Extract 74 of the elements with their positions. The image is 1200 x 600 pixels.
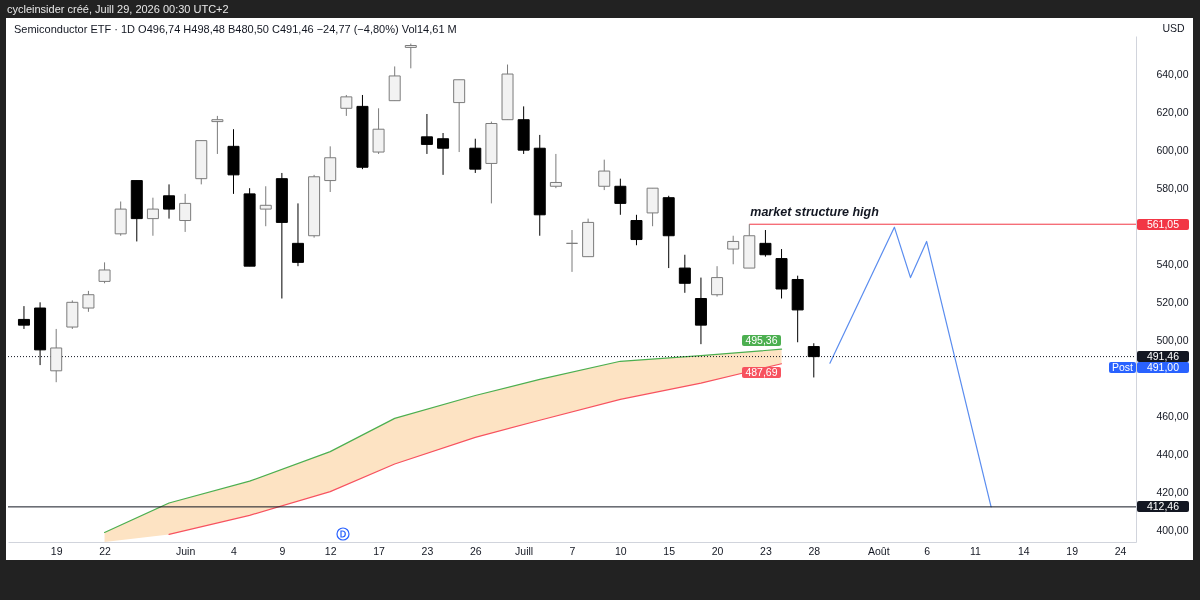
x-tick-label: 23 [760,544,772,557]
y-tick-label: 520,00 [1156,295,1189,308]
y-tick-label: 440,00 [1156,448,1189,460]
x-tick-label: Août [867,544,890,557]
x-tick-label: 19 [1066,544,1079,557]
candlestick [50,328,63,383]
data-label: 495,36 [742,334,781,347]
candlestick [163,183,176,220]
text: cycleinsider créé, Juill 29, 2026 00:30 UTC+2 [7,3,229,15]
x-tick-label: 7 [569,544,576,557]
line-series [168,363,783,535]
y-tick-label: 600,00 [1156,143,1189,156]
y-tick-label: 620,00 [1156,105,1189,118]
candlestick [146,197,159,237]
y-axis-title: USD [1162,21,1185,34]
x-tick-label: Juin [176,544,196,557]
candlestick [453,79,466,153]
candlestick [211,115,224,155]
x-tick-label: 20 [711,544,724,557]
candlestick [727,235,740,265]
chart-title: Semiconductor ETF · 1D O496,74 H498,48 B480,50 C491,46 −24,77 (−4,80%) Vol14,61 M [14,23,457,35]
candlestick [630,214,643,246]
x-tick-label: 28 [808,544,821,557]
data-label: 487,69 [742,365,781,378]
candlestick [17,305,30,330]
line-series [829,226,992,508]
candlestick [324,145,337,193]
x-tick-label: 22 [99,544,112,557]
candlestick [340,94,353,117]
y-tick-label: 640,00 [1156,67,1189,80]
x-tick-label: 26 [469,544,482,557]
annotation: Post [1108,361,1136,374]
candlestick [614,178,627,216]
y-tick-label: 540,00 [1156,257,1189,270]
candlestick [82,290,95,313]
candlestick [807,342,820,378]
x-tick-label: Juill [515,544,534,557]
ref-line-label: 491,46 [1137,350,1189,363]
y-tick-label: 460,00 [1156,409,1189,422]
candlestick [469,138,482,174]
ref-line-label: 412,46 [1137,500,1189,513]
candlestick [372,107,385,155]
y-tick-label: 580,00 [1156,181,1189,194]
candlestick [404,43,417,69]
x-tick-label: 9 [279,544,286,557]
candlestick [420,113,433,155]
x-tick-label: 14 [1017,544,1030,557]
x-tick-label: 10 [615,544,627,557]
candlestick [759,229,772,258]
candlestick [598,159,611,191]
candlestick [437,132,450,176]
y-tick-label: 400,00 [1156,524,1189,537]
x-tick-label: 4 [231,544,238,557]
x-tick-label: 11 [970,544,982,557]
candlestick [711,265,724,298]
x-tick-label: 12 [324,544,337,557]
x-tick-label: 17 [373,544,386,557]
candlestick [678,254,691,294]
y-tick-label: 500,00 [1156,333,1189,346]
annotation: market structure high [750,205,880,220]
candlestick [566,229,578,273]
candlestick [179,193,192,233]
x-tick-label: 15 [663,544,676,557]
candlestick [549,153,562,189]
text: 491,00 [1137,361,1189,374]
x-tick-label: 6 [924,544,931,557]
x-tick-label: 19 [50,544,63,557]
candlestick [291,202,304,267]
x-tick-label: 24 [1114,544,1127,557]
x-tick-label: 23 [421,544,434,557]
candlestick [98,261,111,284]
candlestick [259,185,272,227]
ref-line-label: 561,05 [1137,217,1189,230]
y-tick-label: 420,00 [1156,486,1189,499]
